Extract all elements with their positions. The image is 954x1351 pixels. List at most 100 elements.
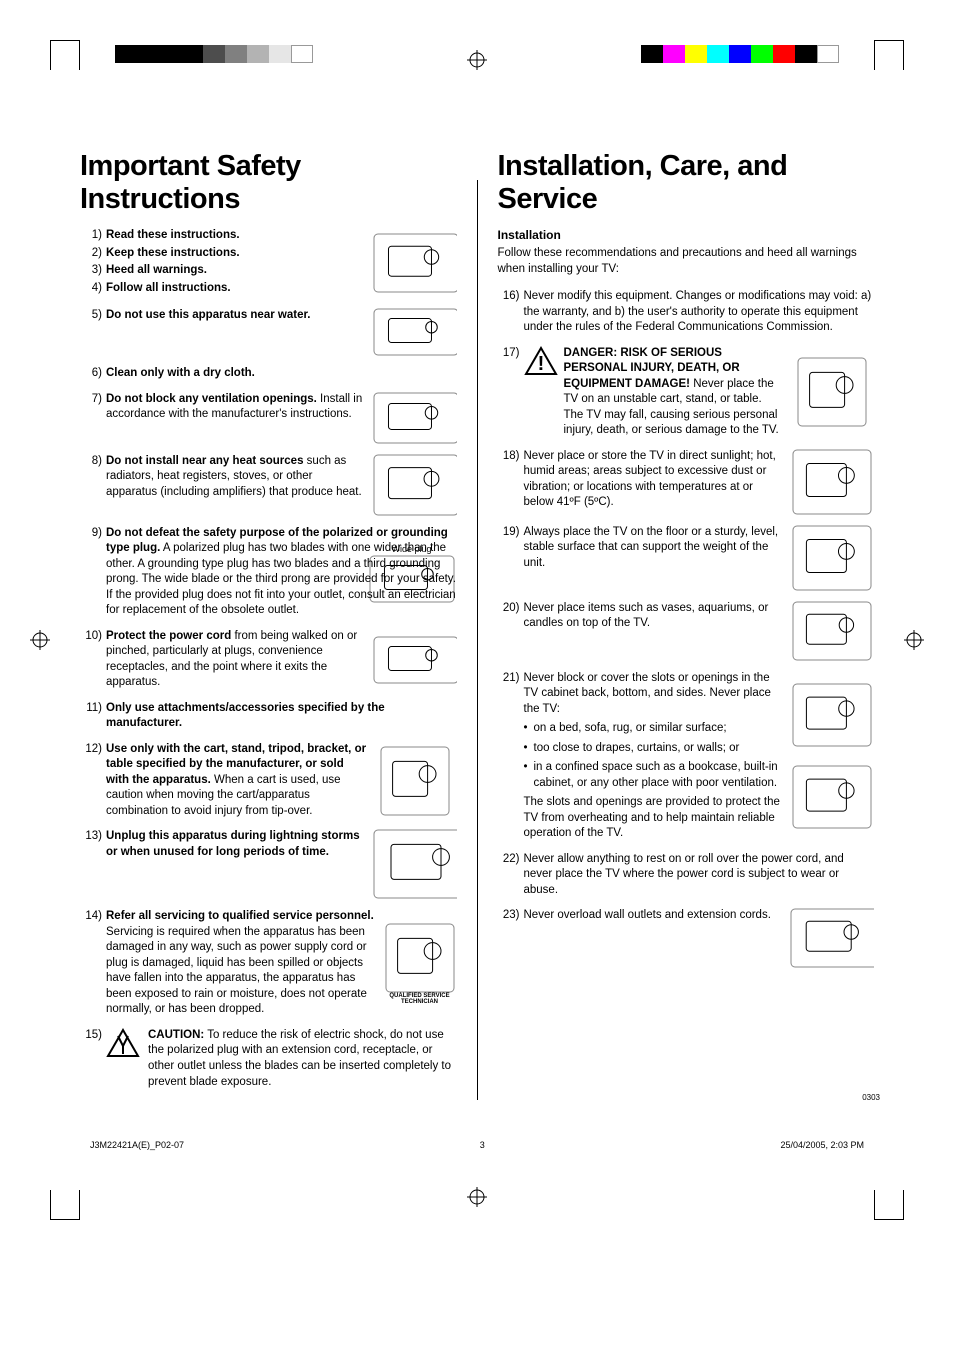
color-swatch (181, 45, 203, 63)
illustration-icon (373, 392, 457, 444)
color-swatch (773, 45, 795, 63)
crop-mark-tl (50, 40, 80, 70)
item-text: Never block or cover the slots or openin… (524, 671, 785, 842)
technician-label: QUALIFIED SERVICE TECHNICIAN (383, 993, 457, 1005)
page-footer: J3M22421A(E)_P02-07 3 25/04/2005, 2:03 P… (0, 1140, 954, 1170)
sub-bullet: in a confined space such as a bookcase, … (524, 760, 785, 791)
list-item: 15) CAUTION: To reduce the risk of elect… (80, 1028, 457, 1090)
item-number: 1) (80, 228, 106, 244)
doc-code: 0303 (862, 1093, 880, 1102)
illustration-icon (373, 308, 457, 356)
item-number: 20) (498, 601, 524, 661)
illustration-icon (790, 908, 874, 968)
illustration-icon (792, 765, 872, 829)
illustration-icon (373, 233, 457, 293)
item-number: 23) (498, 908, 524, 968)
item-number: 8) (80, 454, 106, 516)
item-text: Always place the TV on the floor or a st… (524, 525, 785, 591)
list-item: 9) Do not defeat the safety purpose of t… (80, 526, 457, 619)
illustration-icon (792, 683, 872, 747)
illustration-icon (373, 454, 457, 516)
subheading-installation: Installation (498, 228, 875, 242)
right-column: Installation, Care, and Service Installa… (498, 150, 875, 1100)
print-marks-bottom (0, 1170, 954, 1230)
item-text: Refer all servicing to qualified service… (106, 909, 377, 1018)
item-text: Protect the power cord from being walked… (106, 629, 367, 691)
item-text: ! DANGER: RISK OF SERIOUS PERSONAL INJUR… (524, 346, 785, 439)
item-text: Never modify this equipment. Changes or … (524, 289, 875, 336)
registration-mark-bottom (467, 1187, 487, 1212)
footer-filename: J3M22421A(E)_P02-07 (90, 1140, 184, 1150)
list-item: 17) ! DANGER: RISK OF SERIOUS PERSONAL I… (498, 346, 875, 439)
list-item: 8) Do not install near any heat sources … (80, 454, 457, 516)
item-number: 18) (498, 449, 524, 515)
sub-bullet: on a bed, sofa, rug, or similar surface; (524, 721, 785, 737)
item-text: Never place items such as vases, aquariu… (524, 601, 785, 661)
item-number: 4) (80, 281, 106, 297)
illustration-icon (792, 601, 872, 661)
item-number: 14) (80, 909, 106, 1018)
crop-mark-tr (874, 40, 904, 70)
item-text: Do not block any ventilation openings. I… (106, 392, 367, 444)
intro-text: Follow these recommendations and precaut… (498, 246, 875, 277)
warning-triangle-icon: ! (524, 346, 558, 376)
color-swatch (291, 45, 313, 63)
color-swatch (685, 45, 707, 63)
color-swatch (729, 45, 751, 63)
heading-left: Important Safety Instructions (80, 150, 457, 216)
item-text: Never place or store the TV in direct su… (524, 449, 785, 515)
item-number: 5) (80, 308, 106, 356)
illustration-icon (369, 555, 455, 603)
heading-right: Installation, Care, and Service (498, 150, 875, 216)
item-number: 3) (80, 263, 106, 279)
item-number: 21) (498, 671, 524, 842)
list-item: 6) Clean only with a dry cloth. (80, 366, 457, 382)
list-item: 18) Never place or store the TV in direc… (498, 449, 875, 515)
item-number: 7) (80, 392, 106, 444)
item-text: Do not defeat the safety purpose of the … (106, 526, 457, 619)
left-column: Important Safety Instructions 1)Read the… (80, 150, 457, 1100)
item-text: Clean only with a dry cloth. (106, 366, 457, 382)
warning-triangle-icon (106, 1028, 140, 1058)
item-number: 6) (80, 366, 106, 382)
item-text: Do not use this apparatus near water. (106, 308, 367, 356)
item-text: Do not install near any heat sources suc… (106, 454, 367, 516)
item-number: 16) (498, 289, 524, 336)
item-text: Never overload wall outlets and extensio… (524, 908, 785, 968)
illustration-icon (373, 829, 457, 899)
item-number: 9) (80, 526, 106, 619)
color-swatch (817, 45, 839, 63)
list-item: 1)Read these instructions.2)Keep these i… (80, 228, 457, 298)
item-text: CAUTION: To reduce the risk of electric … (106, 1028, 457, 1090)
crop-mark-bl (50, 1190, 80, 1220)
item-text: Unplug this apparatus during lightning s… (106, 829, 367, 899)
crop-mark-br (874, 1190, 904, 1220)
item-number: 17) (498, 346, 524, 439)
list-item: 11) Only use attachments/accessories spe… (80, 701, 457, 732)
color-swatch (663, 45, 685, 63)
item-text: Heed all warnings. (106, 263, 367, 279)
list-item: 7) Do not block any ventilation openings… (80, 392, 457, 444)
safety-list: 1)Read these instructions.2)Keep these i… (80, 228, 457, 1090)
illustration-icon (373, 636, 457, 684)
item-number: 15) (80, 1028, 106, 1090)
item-text: Never allow anything to rest on or roll … (524, 852, 875, 899)
list-item: 13) Unplug this apparatus during lightni… (80, 829, 457, 899)
color-swatch (751, 45, 773, 63)
illustration-icon (797, 357, 867, 427)
list-item: 21) Never block or cover the slots or op… (498, 671, 875, 842)
page-content: Important Safety Instructions 1)Read the… (0, 80, 954, 1140)
item-text: Follow all instructions. (106, 281, 367, 297)
list-item: 22) Never allow anything to rest on or r… (498, 852, 875, 899)
print-marks-top (0, 0, 954, 80)
color-swatch (225, 45, 247, 63)
list-item: 14) Refer all servicing to qualified ser… (80, 909, 457, 1018)
color-swatch (247, 45, 269, 63)
item-text: Only use attachments/accessories specifi… (106, 701, 457, 732)
illustration-icon (792, 449, 872, 515)
item-number: 12) (80, 742, 106, 820)
illustration-icon (380, 746, 450, 816)
list-item: 19) Always place the TV on the floor or … (498, 525, 875, 591)
plug-label: Wide plug (367, 543, 457, 555)
item-number: 19) (498, 525, 524, 591)
